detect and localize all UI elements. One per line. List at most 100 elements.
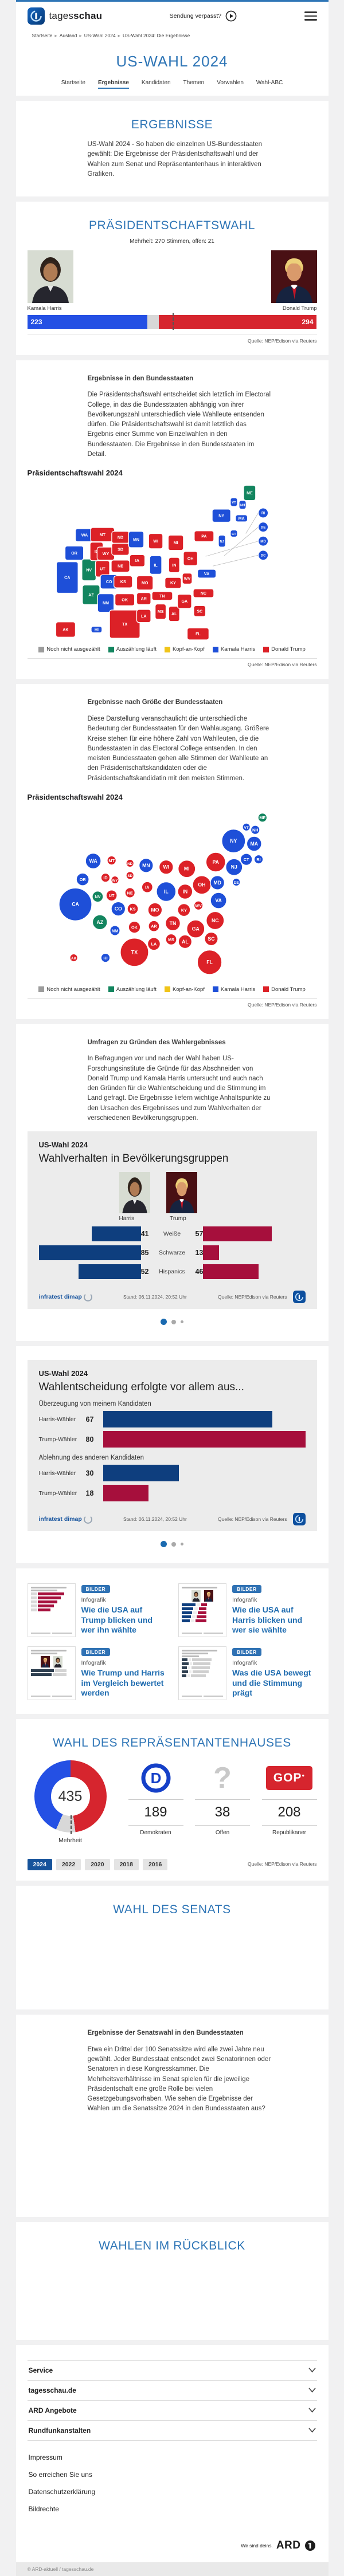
bubble-state-AZ[interactable]: AZ [92, 914, 108, 930]
bubble-state-NY[interactable]: NY [221, 828, 246, 854]
bubble-state-LA[interactable]: LA [147, 937, 161, 951]
carousel-dot-2[interactable] [171, 1319, 176, 1324]
state-NM[interactable]: NM [97, 593, 114, 613]
bubble-state-NC[interactable]: NC [205, 911, 224, 930]
bubble-state-HI[interactable]: HI [100, 953, 110, 963]
state-CT[interactable]: CT [229, 529, 238, 538]
state-IN[interactable]: IN [168, 557, 180, 573]
play-icon[interactable] [225, 10, 237, 22]
year-tab-2022[interactable]: 2022 [56, 1859, 81, 1871]
bubble-state-AL[interactable]: AL [178, 934, 192, 949]
state-ME[interactable]: ME [243, 485, 256, 501]
state-HI[interactable]: HI [90, 626, 103, 634]
bubble-state-KS[interactable]: KS [126, 903, 139, 915]
state-SD[interactable]: SD [111, 542, 130, 556]
breadcrumb-item[interactable]: US-Wahl 2024: Die Ergebnisse [122, 33, 190, 38]
bubble-state-CO[interactable]: CO [110, 901, 126, 917]
bubble-state-RI[interactable]: RI [253, 854, 263, 864]
teaser-title[interactable]: Wie Trump und Harris im Vergleich bewert… [81, 1668, 165, 1698]
bubble-state-SC[interactable]: SC [204, 931, 218, 946]
bubble-state-ND[interactable]: ND [125, 859, 134, 868]
footer-link-so-erreichen-sie-uns[interactable]: So erreichen Sie uns [28, 2471, 92, 2479]
state-AL[interactable]: AL [168, 605, 180, 622]
footer-link-impressum[interactable]: Impressum [28, 2453, 62, 2462]
bubble-state-TN[interactable]: TN [165, 915, 181, 931]
bubble-state-NH[interactable]: NH [250, 825, 260, 835]
breadcrumb-item[interactable]: Startseite [32, 33, 53, 38]
bubble-state-IL[interactable]: IL [155, 881, 176, 902]
state-KS[interactable]: KS [113, 575, 133, 588]
footer-link-datenschutzerklärung[interactable]: Datenschutzerklärung [28, 2488, 96, 2496]
state-SC[interactable]: SC [193, 605, 206, 617]
sendung-verpasst-link[interactable]: Sendung verpasst? [170, 10, 237, 22]
state-IL[interactable]: IL [149, 555, 162, 575]
bubble-state-TX[interactable]: TX [119, 937, 149, 967]
state-AR[interactable]: AR [136, 592, 151, 605]
year-tab-2020[interactable]: 2020 [85, 1859, 110, 1871]
bubble-state-NE[interactable]: NE [124, 887, 135, 898]
bubble-state-MD[interactable]: MD [209, 875, 225, 890]
state-NJ[interactable]: NJ [217, 534, 226, 548]
state-FL[interactable]: FL [186, 627, 209, 640]
menu-icon[interactable] [304, 11, 317, 21]
teaser-title[interactable]: Was die USA bewegt und die Stimmung präg… [232, 1668, 311, 1698]
state-ND[interactable]: ND [111, 530, 130, 544]
carousel-dot-1[interactable] [161, 1541, 167, 1548]
footer-accordion-ard-angebote[interactable]: ARD Angebote [27, 2400, 317, 2420]
teaser-item[interactable]: BILDER Infografik Wie die USA auf Trump bl… [27, 1583, 166, 1638]
bubble-state-KY[interactable]: KY [177, 903, 191, 917]
footer-accordion-rundfunkanstalten[interactable]: Rundfunkanstalten [27, 2420, 317, 2441]
teaser-item[interactable]: BILDER Infografik Was die USA bewegt und d… [178, 1646, 317, 1701]
bubble-state-MN[interactable]: MN [138, 858, 154, 873]
state-WY[interactable]: WY [96, 546, 115, 561]
state-LA[interactable]: LA [136, 609, 151, 623]
bubble-state-ID[interactable]: ID [100, 872, 110, 883]
breadcrumb-item[interactable]: Ausland [59, 33, 77, 38]
state-AZ[interactable]: AZ [81, 584, 100, 605]
bubble-state-VT[interactable]: VT [241, 823, 251, 832]
bubble-state-MO[interactable]: MO [147, 902, 162, 918]
state-TN[interactable]: TN [151, 591, 173, 601]
bubble-state-NM[interactable]: NM [109, 925, 120, 936]
state-NH[interactable]: NH [238, 500, 247, 510]
bubble-state-MS[interactable]: MS [165, 933, 177, 946]
carousel-dot-1[interactable] [161, 1319, 167, 1326]
footer-accordion-service[interactable]: Service [27, 2360, 317, 2380]
year-tab-2016[interactable]: 2016 [142, 1859, 168, 1871]
teaser-title[interactable]: Wie die USA auf Harris blicken und wer s… [232, 1605, 303, 1635]
state-NC[interactable]: NC [192, 588, 214, 598]
state-NE[interactable]: NE [110, 560, 130, 573]
state-AK[interactable]: AK [55, 622, 76, 638]
year-tab-2018[interactable]: 2018 [114, 1859, 139, 1871]
state-KY[interactable]: KY [164, 577, 182, 589]
bubble-state-CT[interactable]: CT [240, 853, 253, 866]
state-IA[interactable]: IA [128, 554, 145, 567]
bubble-state-NV[interactable]: NV [91, 890, 104, 903]
state-OR[interactable]: OR [64, 545, 84, 561]
bubble-state-DE[interactable]: DE [232, 878, 241, 887]
bubble-state-IA[interactable]: IA [141, 881, 153, 893]
state-VT[interactable]: VT [229, 497, 238, 507]
bubble-state-FL[interactable]: FL [197, 949, 222, 975]
state-NY[interactable]: NY [211, 509, 231, 523]
bubble-state-IN[interactable]: IN [177, 883, 193, 899]
state-NV[interactable]: NV [81, 559, 96, 581]
bubble-state-OR[interactable]: OR [75, 872, 89, 886]
bubble-state-WY[interactable]: WY [110, 875, 119, 884]
tab-vorwahlen[interactable]: Vorwahlen [217, 80, 244, 86]
teaser-item[interactable]: BILDER Infografik Wie die USA auf Harris b… [178, 1583, 317, 1638]
bubble-state-MT[interactable]: MT [106, 855, 116, 866]
bubble-state-CA[interactable]: CA [58, 887, 92, 921]
state-DE[interactable]: DE [257, 521, 268, 533]
footer-link-bildrechte[interactable]: Bildrechte [28, 2505, 59, 2514]
bubble-state-WI[interactable]: WI [158, 859, 174, 875]
state-OH[interactable]: OH [182, 551, 198, 566]
state-OK[interactable]: OK [114, 593, 135, 607]
state-MO[interactable]: MO [136, 575, 154, 591]
state-RI[interactable]: RI [257, 508, 268, 518]
bubble-state-OK[interactable]: OK [128, 921, 140, 934]
state-VA[interactable]: VA [197, 569, 216, 579]
teaser-item[interactable]: BILDER Infografik Wie Trump und Harris im … [27, 1646, 166, 1701]
bubble-state-NJ[interactable]: NJ [225, 858, 243, 876]
tab-startseite[interactable]: Startseite [61, 80, 85, 86]
